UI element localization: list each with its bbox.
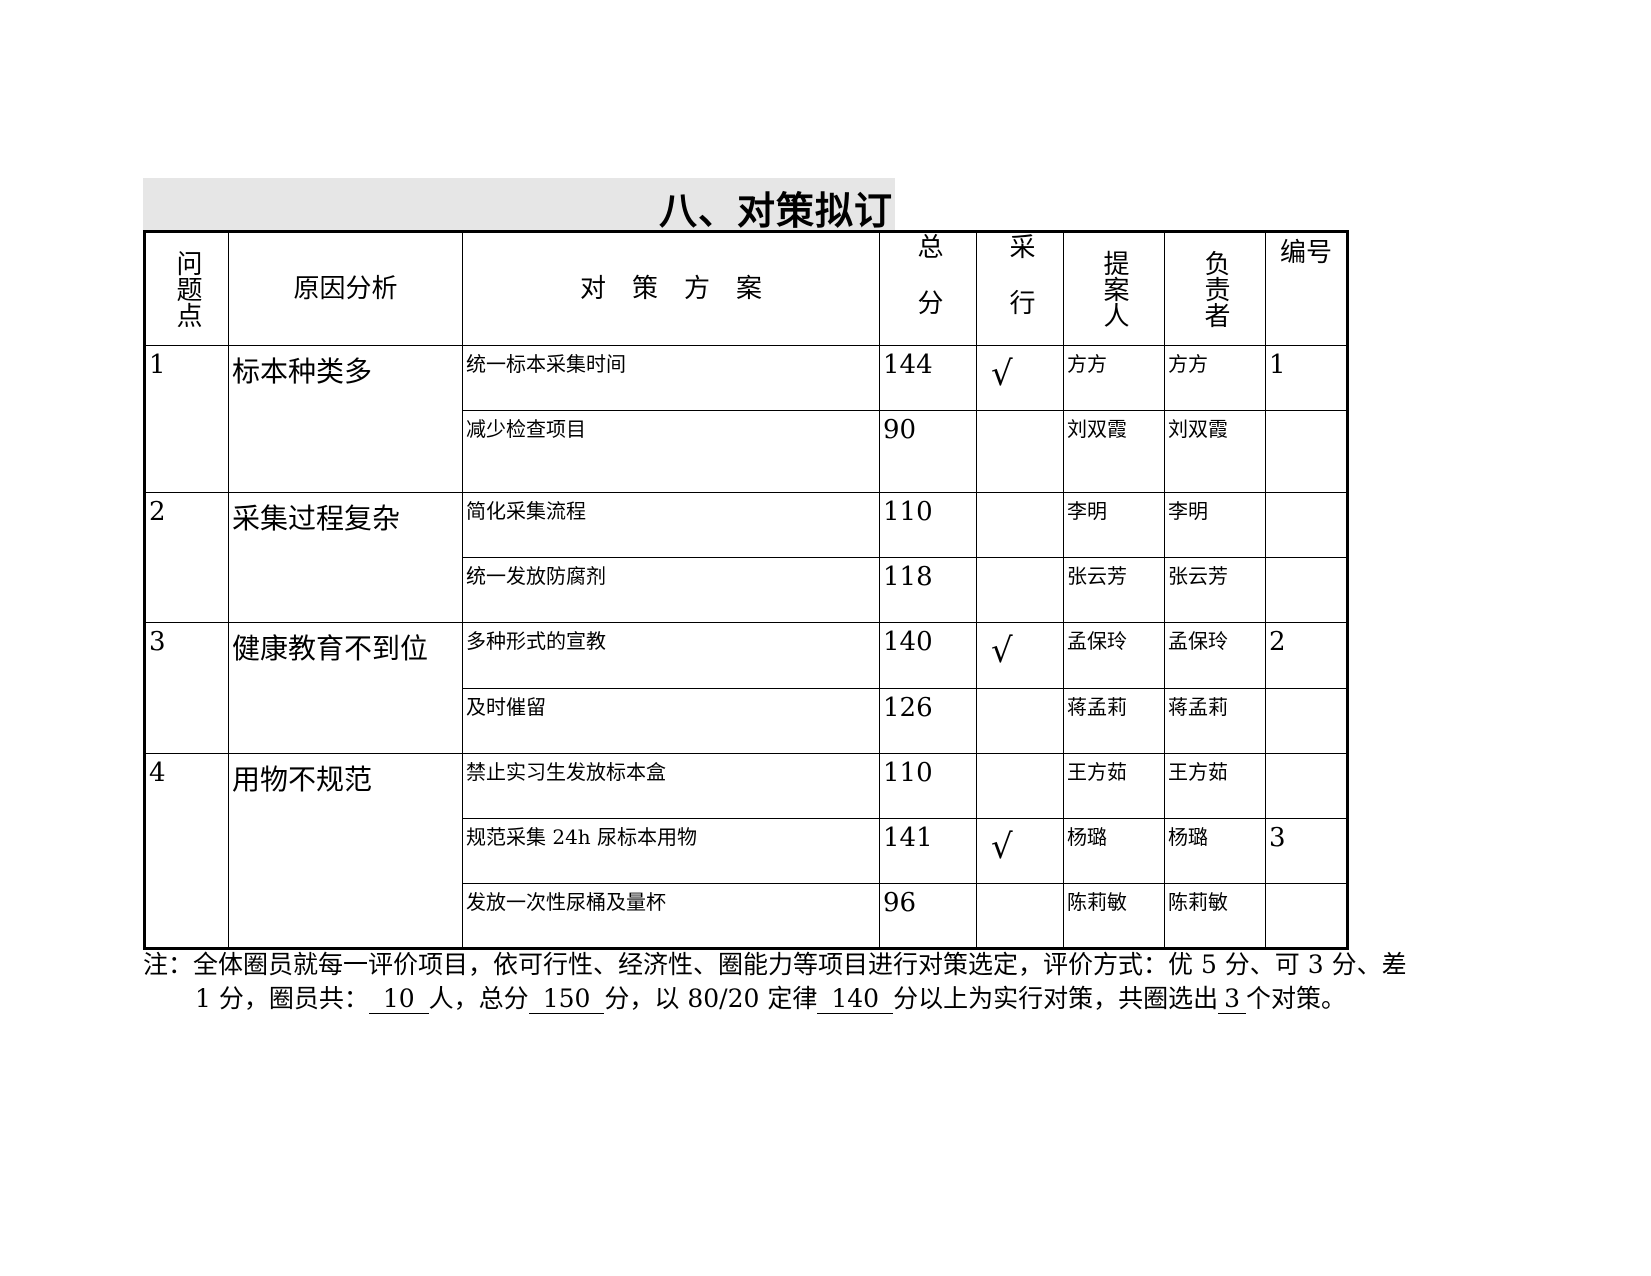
countermeasure-table: 问题点 原因分析 对 策 方 案 总分 采行 提案人 负责者 编号 1 标本种类多… xyxy=(143,230,1349,950)
adopt-check-icon xyxy=(976,883,1064,949)
threshold-score: 140 xyxy=(817,984,894,1014)
proposer-cell: 王方茹 xyxy=(1063,753,1165,819)
header-number: 编号 xyxy=(1265,231,1348,346)
header-proposer: 提案人 xyxy=(1063,231,1165,346)
table-row: 2 采集过程复杂 简化采集流程 110 李明 李明 xyxy=(144,492,1348,623)
owner-cell: 李明 xyxy=(1164,492,1266,558)
page-title: 八、对策拟订 xyxy=(658,188,893,233)
number-cell xyxy=(1265,688,1348,754)
note-text: 人，总分 xyxy=(428,984,529,1013)
proposer-cell: 方方 xyxy=(1063,345,1165,411)
header-cause: 原因分析 xyxy=(228,231,463,346)
owner-cell: 方方 xyxy=(1164,345,1266,411)
number-cell xyxy=(1265,883,1348,949)
owner-cell: 张云芳 xyxy=(1164,557,1266,623)
note-line-2: 1 分，圈员共： 10 人，总分 150 分，以 80/20 定律 140 分以上为实行对策… xyxy=(143,982,1433,1016)
score-cell: 141 xyxy=(879,818,977,884)
proposer-cell: 蒋孟莉 xyxy=(1063,688,1165,754)
owner-cell: 孟保玲 xyxy=(1164,622,1266,689)
header-measure: 对 策 方 案 xyxy=(462,231,880,346)
problem-number: 4 xyxy=(144,753,229,949)
proposer-cell: 刘双霞 xyxy=(1063,410,1165,493)
note-text: 分，以 80/20 定律 xyxy=(604,984,818,1013)
score-cell: 96 xyxy=(879,883,977,949)
number-cell: 2 xyxy=(1265,622,1348,689)
measure-cell: 禁止实习生发放标本盒 xyxy=(462,753,880,819)
adopt-check-icon: √ xyxy=(976,345,1064,411)
adopt-check-icon xyxy=(976,492,1064,558)
selected-count: 3 xyxy=(1218,984,1246,1014)
members-count: 10 xyxy=(368,984,429,1014)
adopt-check-icon: √ xyxy=(976,622,1064,689)
table-row: 减少检查项目 90 刘双霞 刘双霞 xyxy=(145,410,1348,493)
header-owner: 负责者 xyxy=(1164,231,1266,346)
measure-cell: 统一标本采集时间 xyxy=(462,345,880,411)
adopt-check-icon xyxy=(976,688,1064,754)
table-row: 3 健康教育不到位 多种形式的宣教 140 √ 孟保玲 孟保玲 2 xyxy=(144,622,1348,754)
score-cell: 110 xyxy=(879,753,977,819)
header-problem: 问题点 xyxy=(144,231,229,346)
note-text: 个对策。 xyxy=(1246,984,1347,1013)
table-row: 发放一次性尿桶及量杯 96 陈莉敏 陈莉敏 xyxy=(145,883,1348,949)
adopt-check-icon: √ xyxy=(976,818,1064,884)
table-row: 规范采集 24h 尿标本用物 141 √ 杨璐 杨璐 3 xyxy=(145,818,1348,884)
footnote: 注：全体圈员就每一评价项目，依可行性、经济性、圈能力等项目进行对策选定，评价方式… xyxy=(143,948,1433,1016)
score-cell: 118 xyxy=(879,557,977,623)
owner-cell: 蒋孟莉 xyxy=(1164,688,1266,754)
owner-cell: 陈莉敏 xyxy=(1164,883,1266,949)
adopt-check-icon xyxy=(976,753,1064,819)
cause-cell: 健康教育不到位 xyxy=(228,622,463,754)
measure-cell: 简化采集流程 xyxy=(462,492,880,558)
cause-cell: 用物不规范 xyxy=(228,753,463,949)
table-row: 1 标本种类多 统一标本采集时间 144 √ 方方 方方 1 xyxy=(144,345,1348,493)
score-cell: 126 xyxy=(879,688,977,754)
measure-cell: 统一发放防腐剂 xyxy=(462,557,880,623)
number-cell: 3 xyxy=(1265,818,1348,884)
measure-cell: 及时催留 xyxy=(462,688,880,754)
score-cell: 144 xyxy=(879,345,977,411)
note-text: 分以上为实行对策，共圈选出 xyxy=(893,984,1219,1013)
header-score: 总分 xyxy=(879,231,977,346)
owner-cell: 杨璐 xyxy=(1164,818,1266,884)
adopt-check-icon xyxy=(976,557,1064,623)
header-adopt: 采行 xyxy=(976,231,1064,346)
proposer-cell: 李明 xyxy=(1063,492,1165,558)
title-band: 八、对策拟订 xyxy=(143,178,895,233)
number-cell xyxy=(1265,753,1348,819)
measure-cell: 发放一次性尿桶及量杯 xyxy=(462,883,880,949)
score-cell: 140 xyxy=(879,622,977,689)
cause-cell: 采集过程复杂 xyxy=(228,492,463,623)
table-row: 4 用物不规范 禁止实习生发放标本盒 110 王方茹 王方茹 xyxy=(144,753,1348,949)
owner-cell: 王方茹 xyxy=(1164,753,1266,819)
proposer-cell: 杨璐 xyxy=(1063,818,1165,884)
number-cell xyxy=(1265,557,1348,623)
total-score: 150 xyxy=(528,984,605,1014)
score-cell: 110 xyxy=(879,492,977,558)
measure-cell: 多种形式的宣教 xyxy=(462,622,880,689)
problem-number: 1 xyxy=(144,345,229,493)
note-line-1: 注：全体圈员就每一评价项目，依可行性、经济性、圈能力等项目进行对策选定，评价方式… xyxy=(143,950,1407,979)
number-cell xyxy=(1265,492,1348,558)
measure-cell: 规范采集 24h 尿标本用物 xyxy=(462,818,880,884)
problem-number: 2 xyxy=(144,492,229,623)
number-cell: 1 xyxy=(1265,345,1348,411)
number-cell xyxy=(1265,410,1348,493)
measure-cell: 减少检查项目 xyxy=(462,410,880,493)
owner-cell: 刘双霞 xyxy=(1164,410,1266,493)
proposer-cell: 张云芳 xyxy=(1063,557,1165,623)
adopt-check-icon xyxy=(976,410,1064,493)
problem-number: 3 xyxy=(144,622,229,754)
cause-cell: 标本种类多 xyxy=(228,345,463,493)
note-text: 1 分，圈员共： xyxy=(195,984,369,1013)
score-cell: 90 xyxy=(879,410,977,493)
proposer-cell: 孟保玲 xyxy=(1063,622,1165,689)
proposer-cell: 陈莉敏 xyxy=(1063,883,1165,949)
